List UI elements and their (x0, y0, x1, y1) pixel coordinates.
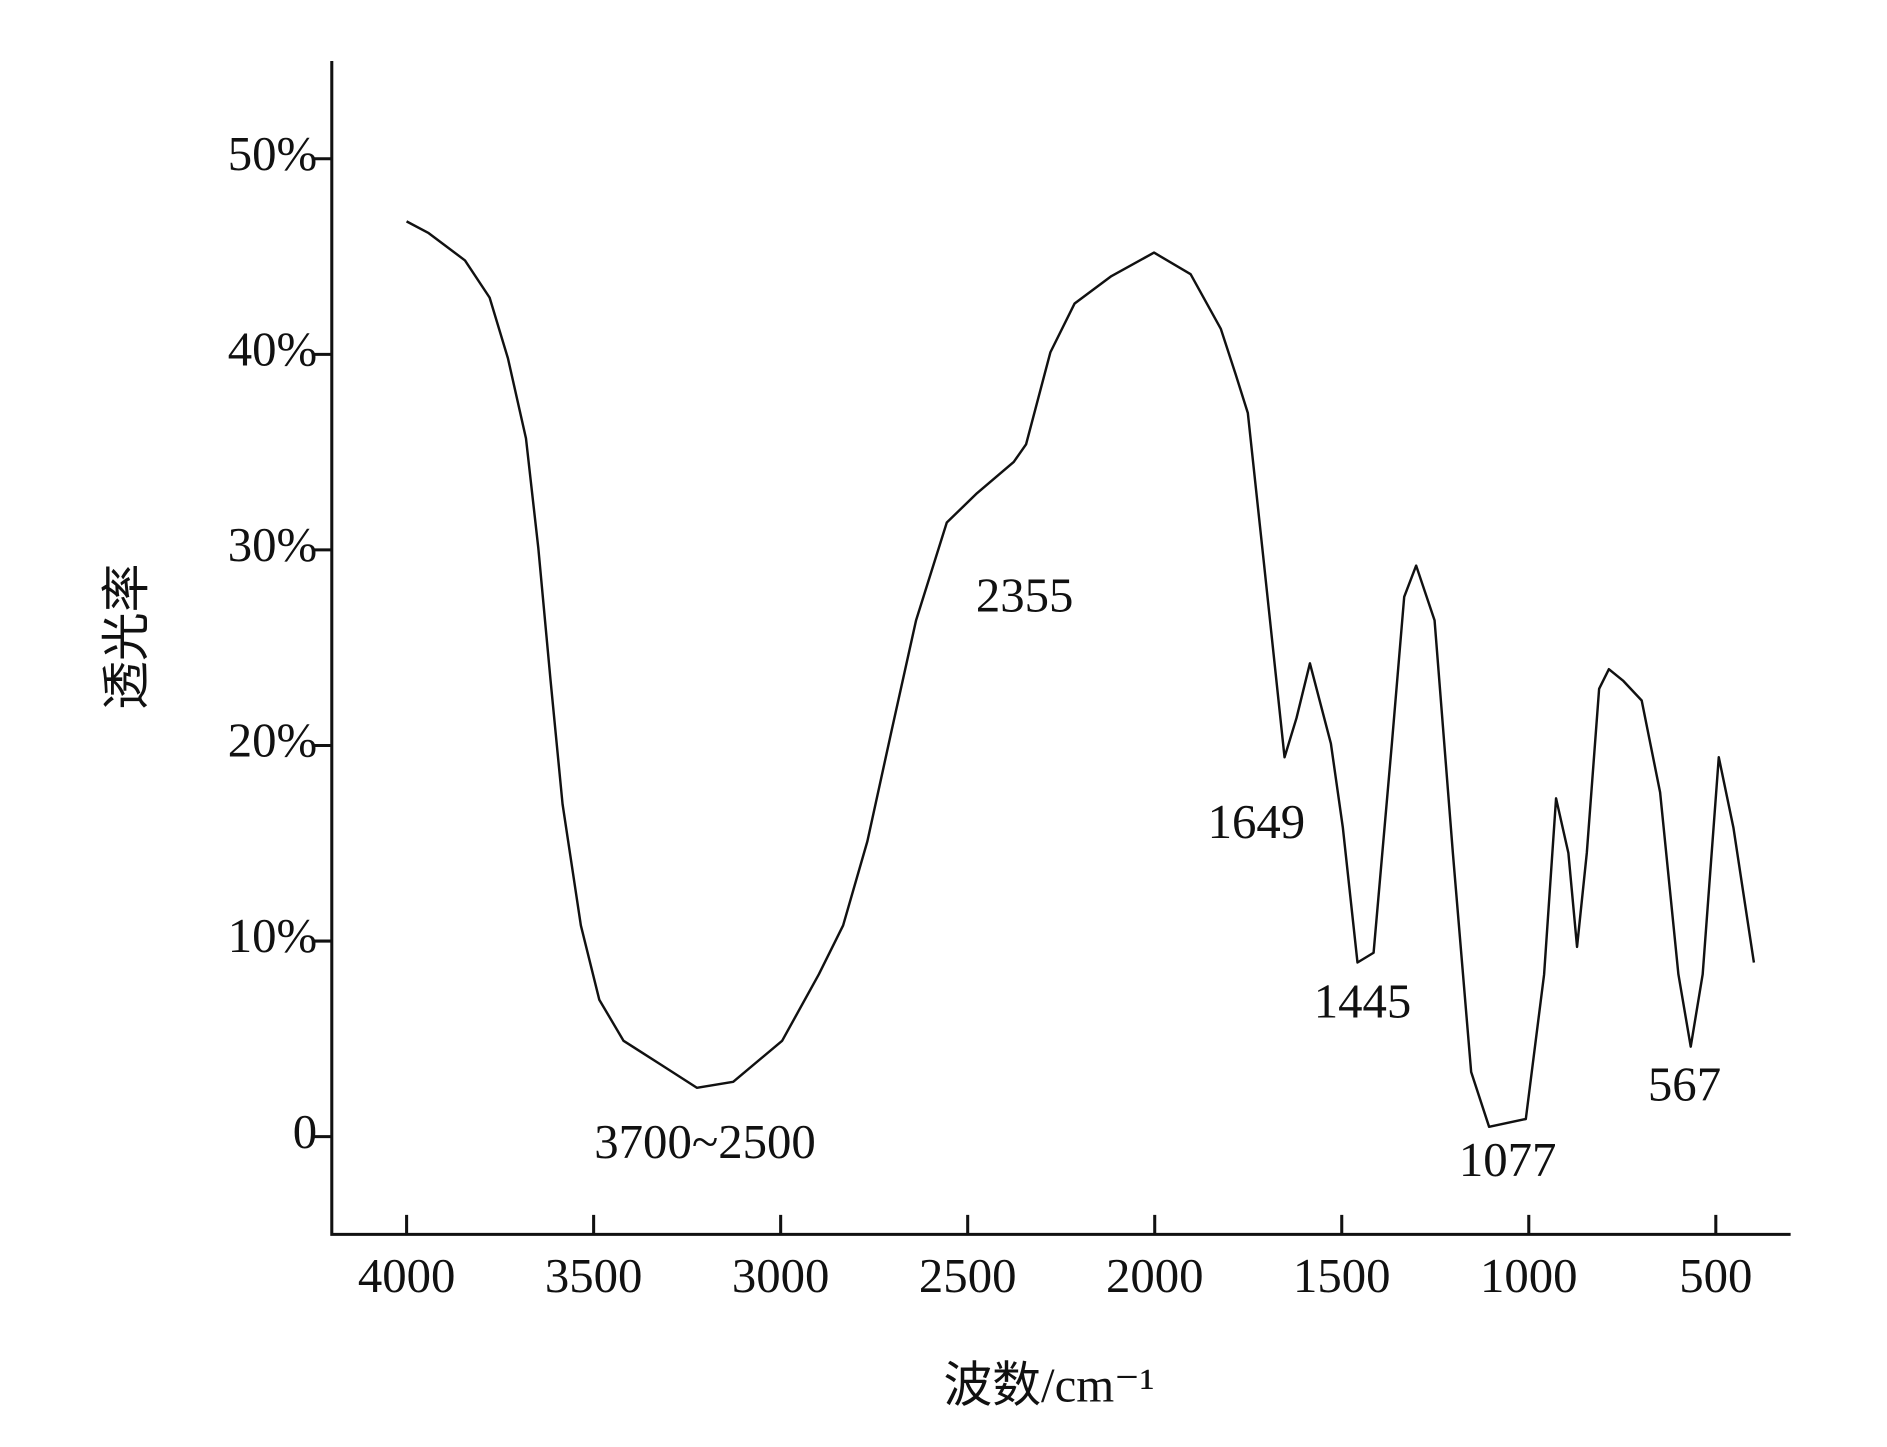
peak-label: 1649 (1208, 795, 1306, 849)
spectrum-line (405, 220, 1756, 1129)
y-tick-label: 40% (228, 323, 317, 377)
x-tick-label: 3500 (545, 1249, 643, 1303)
peak-label: 1445 (1314, 975, 1412, 1029)
y-tick-label: 30% (228, 518, 317, 572)
x-tick-label: 500 (1679, 1249, 1752, 1303)
axes (330, 60, 1791, 1236)
x-tick-label: 2000 (1106, 1249, 1204, 1303)
peak-label: 2355 (976, 568, 1074, 622)
x-tick-label: 3000 (732, 1249, 830, 1303)
y-tick-label: 20% (228, 714, 317, 768)
y-axis-label: 透光率 (100, 564, 154, 710)
y-tick-label: 10% (228, 909, 317, 963)
peak-label: 1077 (1459, 1133, 1557, 1187)
x-tick-label: 1500 (1293, 1249, 1391, 1303)
x-tick-label: 2500 (919, 1249, 1017, 1303)
peak-label: 567 (1648, 1057, 1721, 1111)
x-tick-label: 4000 (358, 1249, 456, 1303)
y-tick-label: 50% (228, 127, 317, 181)
peak-label: 3700~2500 (594, 1115, 816, 1169)
x-tick-label: 1000 (1480, 1249, 1578, 1303)
x-axis-label: 波数/cm⁻¹ (943, 1359, 1154, 1413)
y-tick-label: 0 (293, 1105, 317, 1159)
